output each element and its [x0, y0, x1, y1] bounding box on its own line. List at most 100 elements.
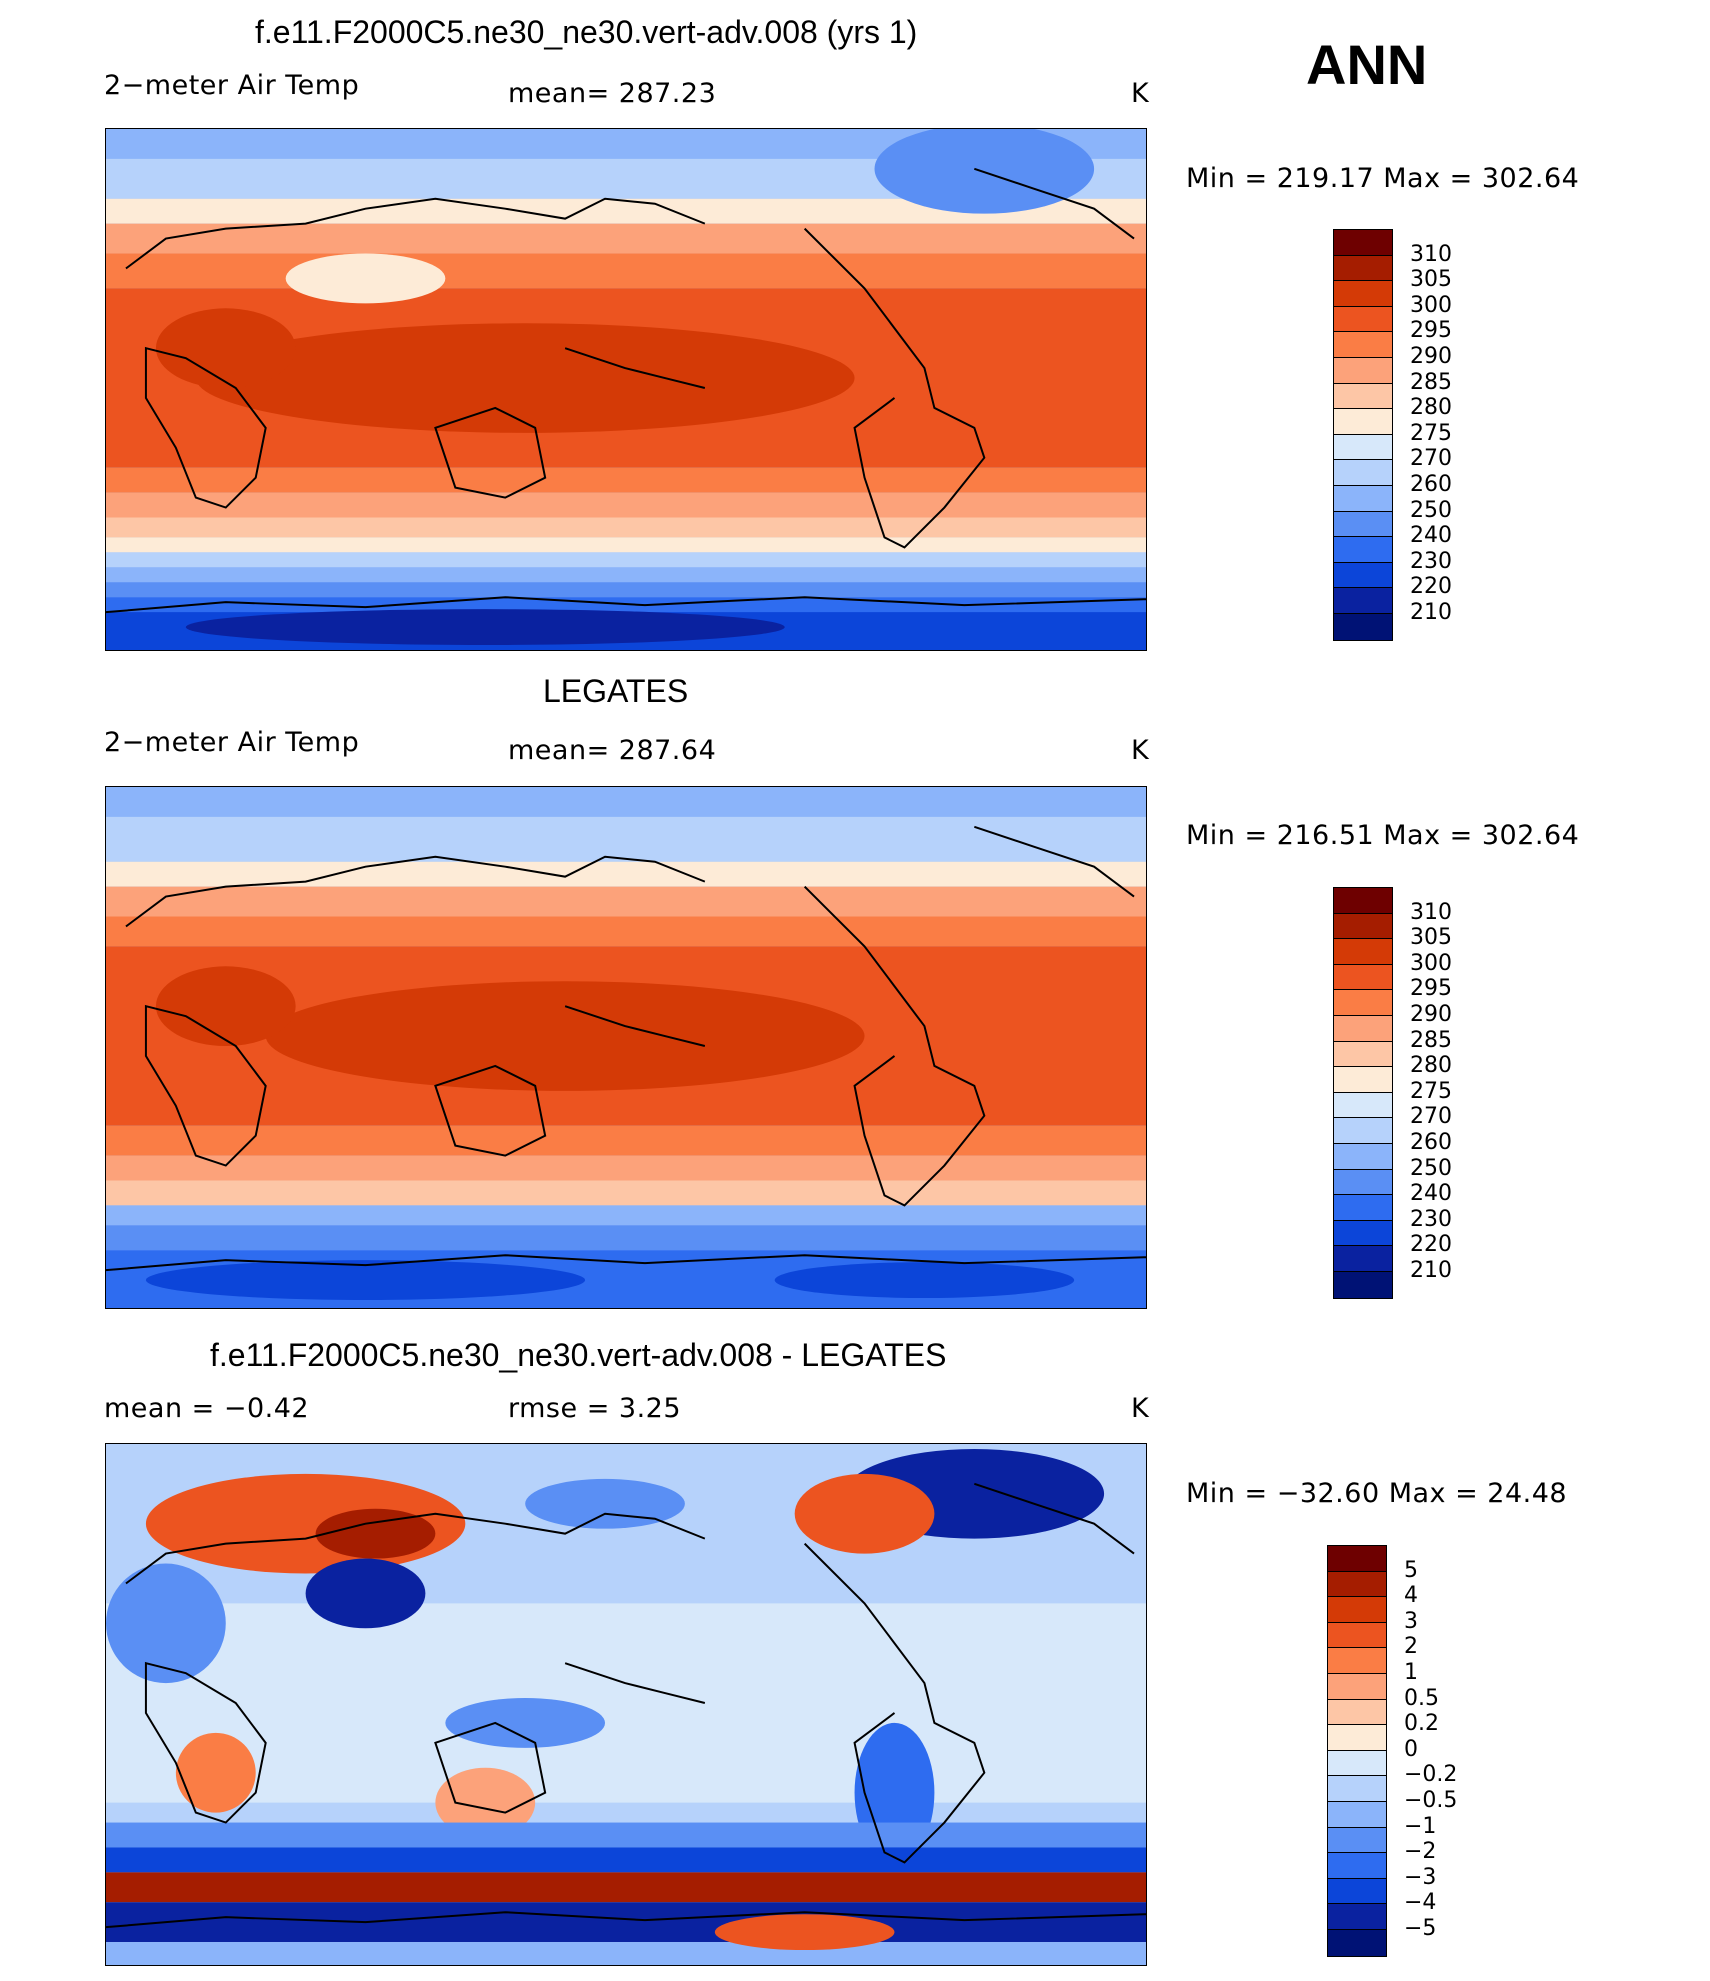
colorbar-label: 260 [1410, 472, 1452, 497]
colorbar-swatch [1334, 357, 1392, 384]
colorbar-swatch [1328, 1853, 1386, 1879]
colorbar-swatch [1334, 1067, 1392, 1093]
panel1-temp-field [106, 129, 1146, 650]
colorbar-swatch [1334, 913, 1392, 940]
colorbar-swatch [1328, 1827, 1386, 1854]
colorbar-swatch [1328, 1725, 1386, 1751]
colorbar-swatch [1334, 332, 1392, 358]
colorbar-swatch [1334, 1220, 1392, 1247]
panel3-rmse: rmse = 3.25 [508, 1393, 682, 1424]
colorbar-swatch [1328, 1648, 1386, 1674]
colorbar-swatch [1328, 1878, 1386, 1905]
colorbar-swatch [1334, 990, 1392, 1016]
colorbar-swatch [1334, 1246, 1392, 1272]
colorbar-swatch [1334, 281, 1392, 307]
colorbar-swatch [1334, 485, 1392, 512]
colorbar-swatch [1328, 1546, 1386, 1572]
colorbar-label: 300 [1410, 950, 1452, 976]
colorbar-label: 240 [1410, 523, 1452, 549]
colorbar-swatch [1334, 383, 1392, 410]
colorbar-label: 280 [1410, 395, 1452, 421]
colorbar-swatch [1328, 1571, 1386, 1598]
colorbar-swatch [1328, 1750, 1386, 1777]
colorbar-swatch [1328, 1776, 1386, 1802]
colorbar-label: 300 [1410, 292, 1452, 318]
colorbar-label: 260 [1410, 1130, 1452, 1155]
colorbar-label: 210 [1410, 1258, 1452, 1283]
colorbar-label: 250 [1410, 1155, 1452, 1181]
colorbar-swatch [1334, 1271, 1392, 1298]
colorbar-swatch [1334, 1041, 1392, 1068]
colorbar-swatch [1328, 1622, 1386, 1649]
panel3-colorbar [1327, 1545, 1387, 1957]
colorbar-label: −0.2 [1404, 1762, 1458, 1788]
colorbar-swatch [1334, 964, 1392, 991]
colorbar-label: 295 [1410, 318, 1452, 344]
colorbar-label: 0.5 [1404, 1685, 1439, 1711]
colorbar-label: 240 [1410, 1181, 1452, 1207]
colorbar-swatch [1334, 613, 1392, 640]
panel2-minmax: Min = 216.51 Max = 302.64 [1186, 820, 1580, 851]
colorbar-swatch [1334, 1015, 1392, 1042]
colorbar-swatch [1334, 537, 1392, 563]
colorbar-swatch [1328, 1673, 1386, 1700]
panel3-units: K [1131, 1393, 1150, 1424]
colorbar-label: 0.2 [1404, 1711, 1439, 1737]
season-label: ANN [1306, 33, 1428, 96]
panel2-temp-field [106, 787, 1146, 1308]
colorbar-swatch [1328, 1597, 1386, 1623]
panel3-minmax: Min = −32.60 Max = 24.48 [1186, 1478, 1568, 1509]
colorbar-label: 220 [1410, 574, 1452, 600]
colorbar-swatch [1334, 588, 1392, 614]
panel3-mean: mean = −0.42 [104, 1393, 310, 1424]
colorbar-label: 285 [1410, 369, 1452, 395]
colorbar-swatch [1334, 1195, 1392, 1221]
colorbar-label: −1 [1404, 1813, 1437, 1839]
colorbar-label: 1 [1404, 1660, 1418, 1685]
panel3-title: f.e11.F2000C5.ne30_ne30.vert-adv.008 - L… [210, 1337, 947, 1373]
colorbar-label: 295 [1410, 976, 1452, 1002]
colorbar-label: −3 [1404, 1864, 1437, 1890]
colorbar-label: 290 [1410, 344, 1452, 369]
panel1-map [105, 128, 1147, 651]
colorbar-label: −2 [1404, 1839, 1437, 1865]
colorbar-swatch [1334, 562, 1392, 589]
colorbar-swatch [1334, 460, 1392, 486]
panel2-colorbar [1333, 887, 1393, 1299]
colorbar-label: 280 [1410, 1053, 1452, 1079]
panel3-difference-field [106, 1444, 1146, 1965]
colorbar-label: 275 [1410, 420, 1452, 446]
colorbar-label: 270 [1410, 1104, 1452, 1130]
colorbar-label: −4 [1404, 1890, 1437, 1916]
panel2-title: LEGATES [543, 673, 689, 709]
colorbar-swatch [1334, 306, 1392, 333]
colorbar-label: −0.5 [1404, 1788, 1458, 1813]
colorbar-label: 310 [1410, 899, 1452, 925]
colorbar-swatch [1334, 1118, 1392, 1144]
panel1-mean: mean= 287.23 [508, 78, 717, 109]
panel1-colorbar [1333, 229, 1393, 641]
panel2-map [105, 786, 1147, 1309]
panel3-map [105, 1443, 1147, 1966]
colorbar-swatch [1334, 888, 1392, 914]
colorbar-label: 285 [1410, 1027, 1452, 1053]
colorbar-label: 5 [1404, 1557, 1418, 1583]
colorbar-swatch [1334, 1169, 1392, 1196]
colorbar-swatch [1334, 939, 1392, 965]
colorbar-label: 305 [1410, 267, 1452, 293]
panel2-mean: mean= 287.64 [508, 735, 717, 766]
colorbar-label: 305 [1410, 925, 1452, 951]
panel1-units: K [1131, 78, 1150, 109]
colorbar-swatch [1334, 255, 1392, 282]
colorbar-label: 220 [1410, 1232, 1452, 1258]
colorbar-label: 3 [1404, 1608, 1418, 1634]
colorbar-label: 4 [1404, 1583, 1418, 1609]
colorbar-swatch [1334, 434, 1392, 461]
colorbar-label: 275 [1410, 1078, 1452, 1104]
case-title: f.e11.F2000C5.ne30_ne30.vert-adv.008 (yr… [255, 14, 918, 50]
colorbar-swatch [1334, 1143, 1392, 1170]
colorbar-label: 290 [1410, 1002, 1452, 1027]
colorbar-label: 230 [1410, 1206, 1452, 1232]
colorbar-swatch [1334, 409, 1392, 435]
panel1-variable: 2−meter Air Temp [104, 70, 360, 101]
